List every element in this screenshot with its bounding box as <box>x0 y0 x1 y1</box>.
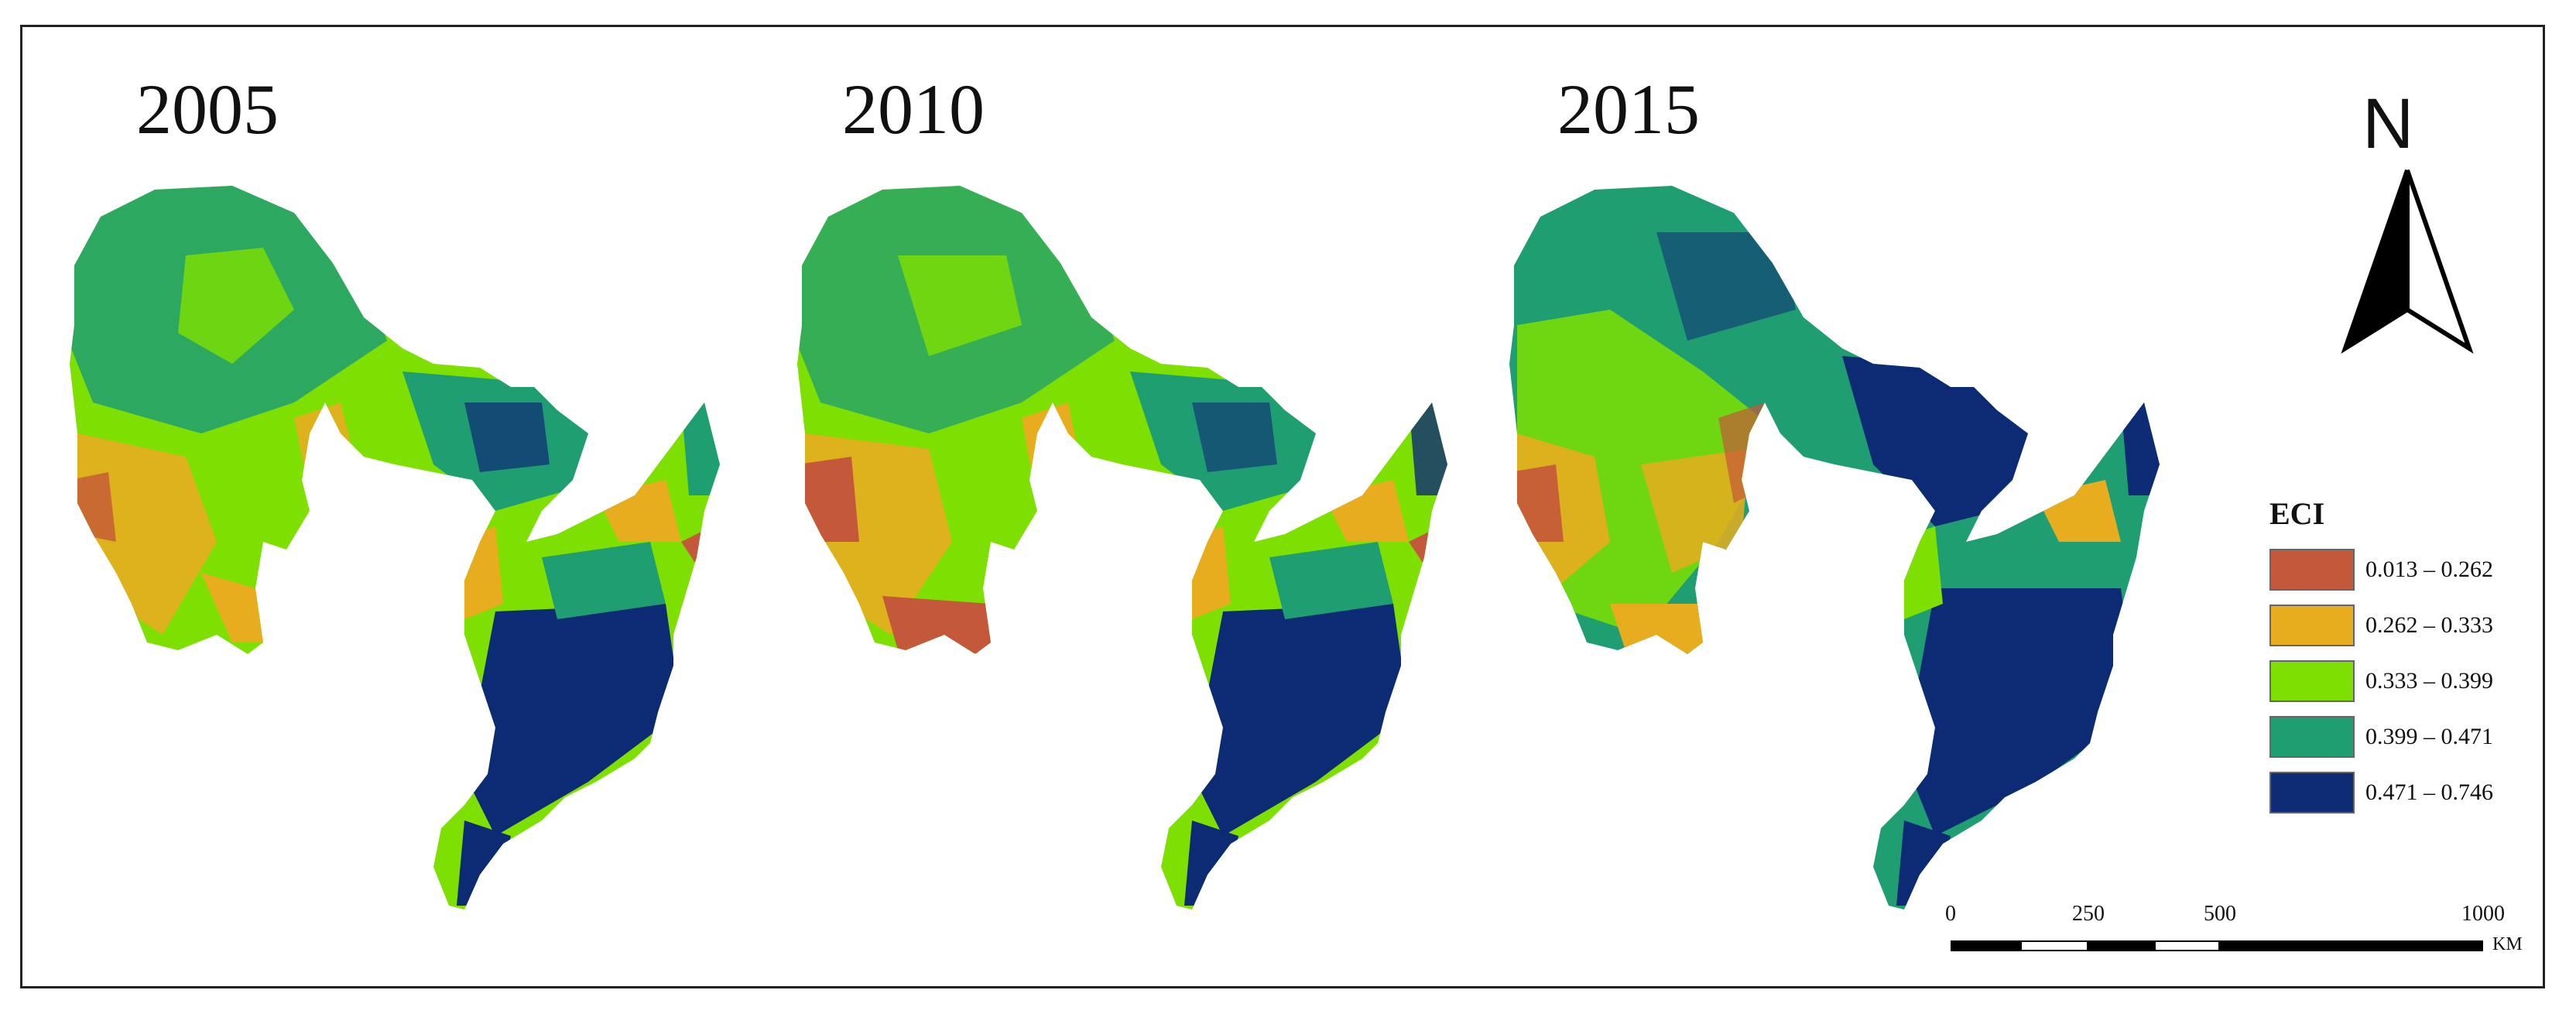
north-label: N <box>2362 84 2414 163</box>
legend-swatch <box>2269 549 2355 591</box>
legend-label: 0.262 – 0.333 <box>2365 612 2493 638</box>
scale-segment <box>1951 940 2020 951</box>
legend-item: 0.013 – 0.262 <box>2269 546 2548 594</box>
legend-swatch <box>2269 605 2355 646</box>
panel-year-2015: 2015 <box>1557 70 1700 149</box>
legend-item: 0.399 – 0.471 <box>2269 713 2548 761</box>
legend-title: ECI <box>2269 496 2325 531</box>
legend-label: 0.471 – 0.746 <box>2365 779 2493 805</box>
legend-swatch <box>2269 716 2355 758</box>
panel-year-2005: 2005 <box>136 70 279 149</box>
scale-bar: 0 250 500 1000 KM <box>1945 902 2523 964</box>
scale-tick: 500 <box>2204 902 2236 926</box>
legend-item: 0.471 – 0.746 <box>2269 769 2548 817</box>
north-arrow-icon <box>2341 170 2474 355</box>
legend: ECI 0.013 – 0.262 0.262 – 0.333 0.333 – … <box>2269 495 2548 824</box>
map-2010 <box>797 186 1447 910</box>
scale-tick: 1000 <box>2461 902 2505 926</box>
scale-tick: 250 <box>2072 902 2105 926</box>
scale-tick: 0 <box>1945 902 1956 926</box>
legend-item: 0.262 – 0.333 <box>2269 601 2548 649</box>
map-2005 <box>70 186 720 910</box>
legend-item: 0.333 – 0.399 <box>2269 657 2548 705</box>
scale-segment <box>2020 940 2088 951</box>
panel-year-2010: 2010 <box>842 70 985 149</box>
legend-label: 0.333 – 0.399 <box>2365 668 2493 694</box>
legend-label: 0.013 – 0.262 <box>2365 557 2493 582</box>
legend-label: 0.399 – 0.471 <box>2365 724 2493 749</box>
scale-unit: KM <box>2492 934 2523 954</box>
map-2015 <box>1509 186 2160 910</box>
legend-swatch <box>2269 772 2355 814</box>
scale-segment <box>2220 940 2483 951</box>
scale-segment <box>2088 940 2154 951</box>
scale-segment <box>2154 940 2220 951</box>
legend-swatch <box>2269 660 2355 702</box>
